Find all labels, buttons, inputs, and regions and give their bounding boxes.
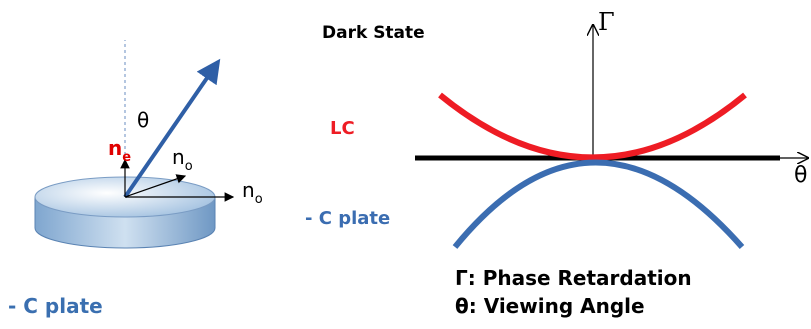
legend-text: Γ: Phase Retardation <box>455 266 692 290</box>
no-base: n <box>172 145 185 169</box>
x-axis-label: θ <box>794 163 807 188</box>
y-axis-label: Γ <box>598 8 615 36</box>
no-sub: o <box>255 192 263 207</box>
angle-label: θ <box>137 108 149 132</box>
caption: - C plate <box>8 294 103 318</box>
no-sub: o <box>185 159 193 174</box>
c-plate-curve <box>455 163 742 248</box>
no-label: no <box>242 178 263 207</box>
title: Dark State <box>322 23 425 43</box>
lc-label: LC <box>330 118 355 139</box>
no-label: no <box>172 145 193 174</box>
diagram: θ ne no no - C plate Dark State Γ θ LC -… <box>0 0 811 329</box>
ne-label: ne <box>108 136 131 165</box>
no-base: n <box>242 178 255 202</box>
c-plate-label: - C plate <box>305 208 390 229</box>
ne-sub: e <box>122 150 131 165</box>
ne-base: n <box>108 136 122 160</box>
legend-text: θ: Viewing Angle <box>455 294 645 318</box>
